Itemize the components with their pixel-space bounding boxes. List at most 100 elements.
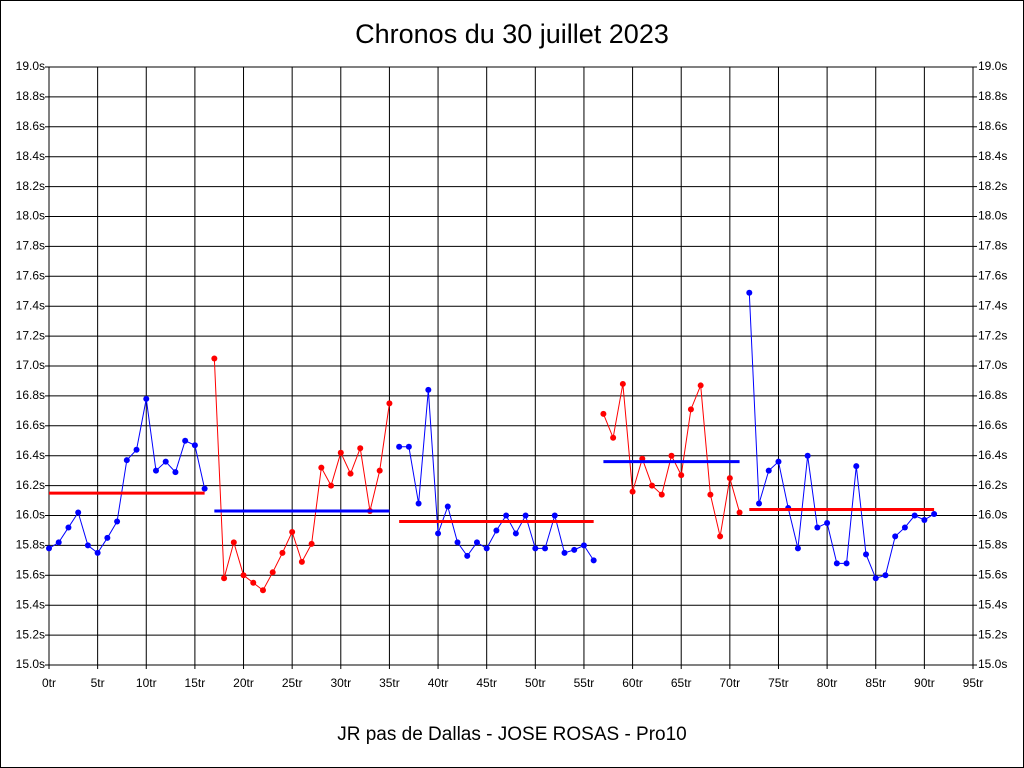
data-point <box>55 539 62 546</box>
y2-tick-label: 16.0s <box>978 508 1007 522</box>
data-point <box>152 467 159 474</box>
y-tick-label: 16.4s <box>16 448 45 462</box>
data-point <box>337 449 344 456</box>
data-point <box>580 542 587 549</box>
y2-tick-label: 19.0s <box>978 59 1007 73</box>
x-tick-label: 75tr <box>768 676 789 690</box>
x-tick-label: 85tr <box>865 676 886 690</box>
data-point <box>814 524 821 531</box>
data-point <box>84 542 91 549</box>
data-point <box>697 382 704 389</box>
x-tick-label: 80tr <box>817 676 838 690</box>
data-point <box>415 500 422 507</box>
data-point <box>619 380 626 387</box>
data-point <box>542 545 549 552</box>
x-tick-label: 25tr <box>282 676 303 690</box>
data-point <box>746 289 753 296</box>
data-point <box>94 549 101 556</box>
y-tick-label: 18.6s <box>16 119 45 133</box>
data-point <box>931 511 938 518</box>
data-point <box>435 530 442 537</box>
data-point <box>717 533 724 540</box>
y2-tick-label: 16.8s <box>978 388 1007 402</box>
data-point <box>464 552 471 559</box>
x-axis-title: JR pas de Dallas - JOSE ROSAS - Pro10 <box>337 724 687 745</box>
x-tick-label: 70tr <box>719 676 740 690</box>
data-point <box>221 575 228 582</box>
data-point <box>649 482 656 489</box>
data-point <box>824 519 831 526</box>
data-point <box>347 470 354 477</box>
y-tick-label: 17.4s <box>16 298 45 312</box>
y2-tick-label: 18.4s <box>978 149 1007 163</box>
data-point <box>308 540 315 547</box>
x-tick-label: 0tr <box>42 676 56 690</box>
data-point <box>473 539 480 546</box>
data-point <box>405 443 412 450</box>
data-point <box>211 355 218 362</box>
y-tick-label: 18.2s <box>16 179 45 193</box>
data-point <box>512 530 519 537</box>
data-point <box>104 534 111 541</box>
x-tick-label: 10tr <box>136 676 157 690</box>
y-tick-label: 17.0s <box>16 358 45 372</box>
plot-border <box>48 66 974 666</box>
y2-tick-label: 15.6s <box>978 567 1007 581</box>
data-point <box>75 509 82 516</box>
data-point <box>590 557 597 564</box>
y-tick-label: 16.2s <box>16 478 45 492</box>
y2-tick-label: 15.8s <box>978 538 1007 552</box>
data-point <box>318 464 325 471</box>
data-point <box>133 446 140 453</box>
x-tick-label: 15tr <box>185 676 206 690</box>
data-point <box>357 445 364 452</box>
data-point <box>687 406 694 413</box>
data-point <box>114 518 121 525</box>
data-point <box>863 551 870 558</box>
data-point <box>872 575 879 582</box>
data-point <box>250 579 257 586</box>
data-point <box>707 491 714 498</box>
data-point <box>123 457 130 464</box>
x-tick-label: 90tr <box>914 676 935 690</box>
y-tick-label: 15.8s <box>16 538 45 552</box>
data-point <box>143 395 150 402</box>
data-point <box>911 512 918 519</box>
data-point <box>765 467 772 474</box>
y2-tick-label: 17.8s <box>978 239 1007 253</box>
data-point <box>726 475 733 482</box>
y2-tick-label: 17.0s <box>978 358 1007 372</box>
data-point <box>833 560 840 567</box>
y2-tick-label: 18.2s <box>978 179 1007 193</box>
y2-tick-label: 15.0s <box>978 657 1007 671</box>
data-point <box>629 488 636 495</box>
y-tick-label: 16.0s <box>16 508 45 522</box>
y-tick-label: 15.2s <box>16 627 45 641</box>
data-point <box>882 572 889 579</box>
data-point <box>454 539 461 546</box>
data-point <box>396 443 403 450</box>
x-tick-label: 50tr <box>525 676 546 690</box>
y2-tick-label: 18.0s <box>978 209 1007 223</box>
chart-title: Chronos du 30 juillet 2023 <box>355 19 669 49</box>
data-point <box>503 512 510 519</box>
data-point <box>289 528 296 535</box>
y-tick-label: 18.4s <box>16 149 45 163</box>
y-tick-label: 18.0s <box>16 209 45 223</box>
data-point <box>240 572 247 579</box>
data-point <box>921 516 928 523</box>
data-point <box>328 482 335 489</box>
data-point <box>386 400 393 407</box>
data-point <box>775 458 782 465</box>
x-tick-label: 95tr <box>963 676 984 690</box>
data-point <box>522 512 529 519</box>
x-tick-label: 40tr <box>428 676 449 690</box>
data-point <box>551 512 558 519</box>
y2-tick-label: 18.6s <box>978 119 1007 133</box>
y-tick-label: 18.8s <box>16 89 45 103</box>
data-point <box>191 442 198 449</box>
x-tick-label: 60tr <box>622 676 643 690</box>
y2-tick-label: 15.4s <box>978 597 1007 611</box>
